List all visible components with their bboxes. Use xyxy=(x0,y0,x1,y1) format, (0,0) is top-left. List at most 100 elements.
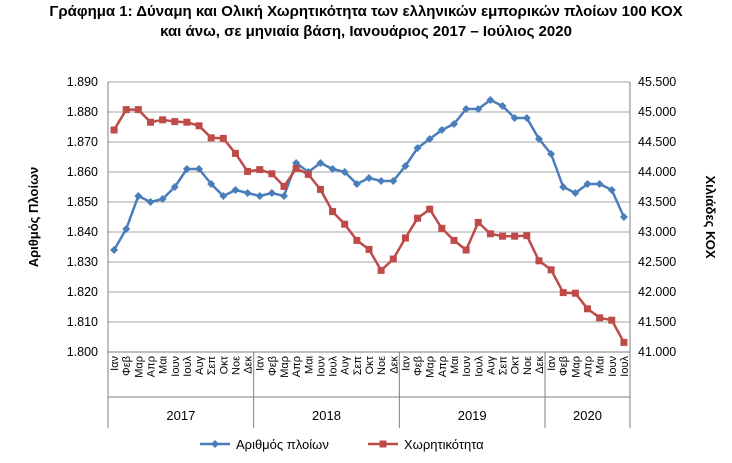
data-point xyxy=(425,135,434,143)
data-point xyxy=(243,189,252,197)
data-point xyxy=(474,105,483,113)
year-label: 2020 xyxy=(573,408,602,423)
x-tick-label: Μαι xyxy=(449,355,461,374)
data-point xyxy=(389,255,397,263)
x-tick-label: Απρ xyxy=(583,356,595,377)
y-tick-label: 1.820 xyxy=(67,285,98,299)
x-tick-label: Αυγ xyxy=(194,356,206,375)
data-point xyxy=(255,192,264,200)
x-tick-label: Ιουν xyxy=(461,356,473,377)
x-tick-label: Αυγ xyxy=(340,356,352,375)
data-point xyxy=(182,165,191,173)
y2-tick-label: 42.000 xyxy=(638,285,676,299)
data-point xyxy=(449,120,458,128)
y2-tick-label: 45.000 xyxy=(638,105,676,119)
data-point xyxy=(280,182,288,190)
x-tick-label: Φεβ xyxy=(267,356,279,376)
data-point xyxy=(134,106,142,114)
x-tick-label: Ιαν xyxy=(400,356,412,371)
y-tick-label: 1.880 xyxy=(67,105,98,119)
y2-tick-label: 43.500 xyxy=(638,195,676,209)
data-point xyxy=(195,165,204,173)
y-tick-label: 1.890 xyxy=(67,75,98,89)
x-tick-label: Ιουλ xyxy=(473,356,485,377)
data-point xyxy=(620,338,628,346)
data-point xyxy=(608,316,616,324)
x-tick-label: Σεπ xyxy=(498,356,510,376)
data-point xyxy=(486,96,495,104)
legend-marker xyxy=(211,440,219,448)
data-point xyxy=(122,225,131,233)
x-tick-label: Απρ xyxy=(291,356,303,377)
data-point xyxy=(450,236,458,244)
y-tick-label: 1.850 xyxy=(67,195,98,209)
y2-tick-label: 44.500 xyxy=(638,135,676,149)
y2-tick-label: 44.000 xyxy=(638,165,676,179)
x-tick-label: Ιουν xyxy=(607,356,619,377)
data-point xyxy=(499,232,507,240)
y-tick-label: 1.800 xyxy=(67,345,98,359)
year-label: 2017 xyxy=(166,408,195,423)
y2-axis-title: Χιλιάδες ΚΟΧ xyxy=(703,175,718,258)
chart-title: Γράφημα 1: Δύναμη και Ολική Χωρητικότητα… xyxy=(0,2,732,42)
data-point xyxy=(462,246,470,254)
data-point xyxy=(170,183,179,191)
legend-marker xyxy=(379,440,387,448)
data-point xyxy=(365,174,373,182)
data-point xyxy=(146,198,155,206)
x-tick-label: Ιουλ xyxy=(182,356,194,377)
data-point xyxy=(596,314,604,322)
data-point xyxy=(268,170,276,178)
data-point xyxy=(244,167,252,175)
data-point xyxy=(547,266,555,274)
x-tick-label: Σεπ xyxy=(206,356,218,376)
chart-title-line2: και άνω, σε μηνιαία βάση, Ιανουάριος 201… xyxy=(160,23,572,40)
y2-tick-label: 41.000 xyxy=(638,345,676,359)
data-point xyxy=(231,149,239,157)
x-tick-label: Οκτ xyxy=(364,355,376,374)
y-tick-label: 1.810 xyxy=(67,315,98,329)
legend-label: Αριθμός πλοίων xyxy=(236,437,329,452)
y-tick-label: 1.830 xyxy=(67,255,98,269)
data-point xyxy=(607,186,616,194)
data-point xyxy=(619,213,628,221)
y2-tick-label: 45.500 xyxy=(638,75,676,89)
x-tick-label: Μαι xyxy=(595,355,607,374)
data-point xyxy=(377,177,386,185)
data-point xyxy=(207,134,215,142)
data-point xyxy=(401,234,409,242)
data-point xyxy=(329,208,337,216)
y2-tick-label: 42.500 xyxy=(638,255,676,269)
data-point xyxy=(195,122,203,130)
x-tick-label: Νοε xyxy=(522,356,534,375)
data-point xyxy=(219,192,228,200)
data-point xyxy=(340,168,349,176)
data-point xyxy=(110,246,119,254)
y-tick-label: 1.860 xyxy=(67,165,98,179)
data-point xyxy=(292,164,300,172)
data-point xyxy=(134,192,143,200)
year-label: 2019 xyxy=(458,408,487,423)
data-point xyxy=(267,189,276,197)
x-tick-label: Δεκ xyxy=(388,356,400,374)
data-point xyxy=(535,257,543,265)
data-point xyxy=(304,170,312,178)
x-tick-label: Σεπ xyxy=(352,356,364,376)
y2-tick-label: 41.500 xyxy=(638,315,676,329)
x-tick-label: Νοε xyxy=(376,356,388,375)
data-point xyxy=(389,177,398,185)
y-tick-label: 1.840 xyxy=(67,225,98,239)
data-point xyxy=(365,245,373,253)
data-point xyxy=(462,105,471,113)
data-point xyxy=(523,232,531,240)
legend-label: Χωρητικότητα xyxy=(404,437,484,452)
data-point xyxy=(534,135,543,143)
x-tick-label: Ιαν xyxy=(546,356,558,371)
data-point xyxy=(158,195,167,203)
x-tick-label: Μαι xyxy=(158,355,170,374)
data-point xyxy=(498,102,507,110)
y-axis-title: Αριθμός Πλοίων xyxy=(26,167,41,268)
x-tick-label: Δεκ xyxy=(243,356,255,374)
data-point xyxy=(438,224,446,232)
